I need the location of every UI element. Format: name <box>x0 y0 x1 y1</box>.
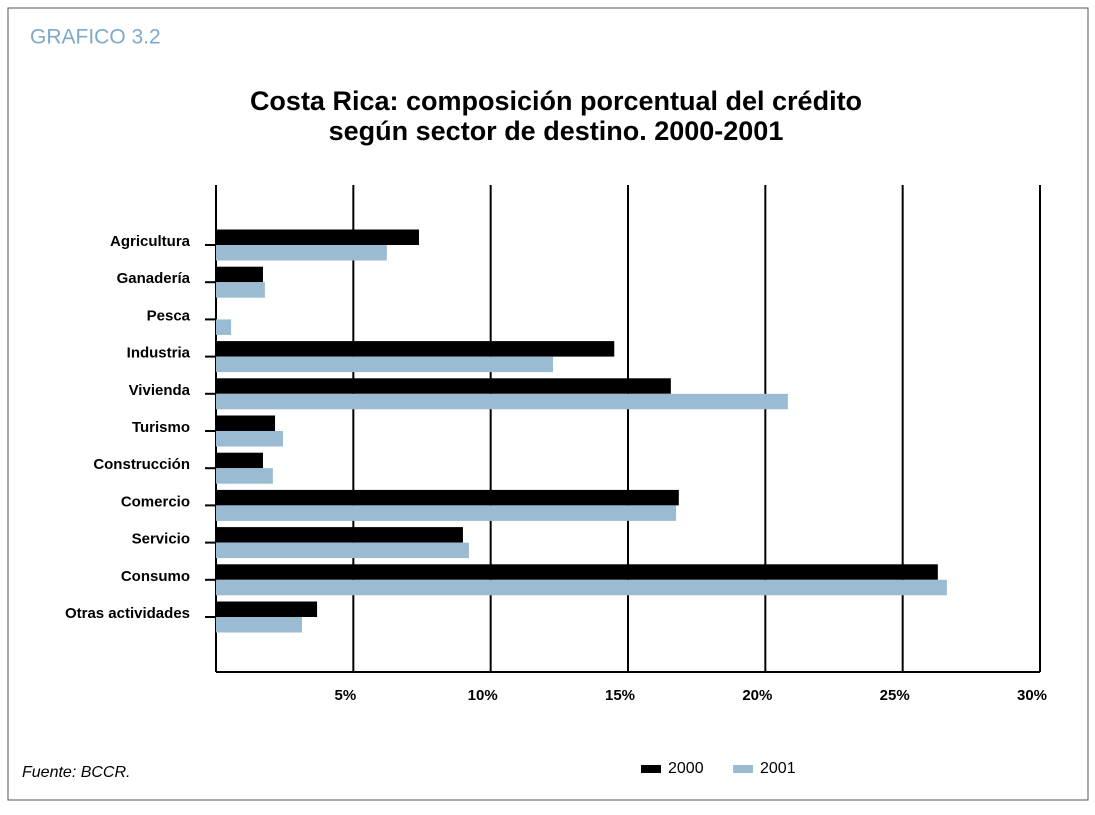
bar <box>216 468 273 484</box>
chart-title: Costa Rica: composición porcentual del c… <box>250 86 862 116</box>
bar <box>216 378 671 394</box>
bar <box>216 282 265 298</box>
bar <box>216 341 615 357</box>
bar <box>216 542 469 559</box>
category-label: Ganadería <box>117 270 191 287</box>
legend-swatch <box>733 765 753 773</box>
bar <box>216 505 677 521</box>
x-tick-label: 30% <box>1017 687 1047 704</box>
bar <box>216 489 679 506</box>
header: GRAFICO 3.2 <box>30 26 161 49</box>
category-label: Construcción <box>93 456 190 473</box>
bar <box>216 319 232 335</box>
source: Fuente: BCCR. <box>22 764 130 781</box>
bar <box>216 266 263 283</box>
x-tick-label: 10% <box>468 687 498 704</box>
category-label: Industria <box>127 345 191 362</box>
category-label: Pesca <box>147 307 191 324</box>
category-label: Consumo <box>121 568 190 585</box>
x-tick-label: 25% <box>880 687 910 704</box>
chart-title: según sector de destino. 2000-2001 <box>329 116 784 146</box>
x-tick-label: 15% <box>605 687 635 704</box>
bar <box>216 356 554 373</box>
frame <box>7 7 1089 801</box>
bar <box>216 452 263 469</box>
x-tick-label: 20% <box>742 687 772 704</box>
bar <box>216 431 284 447</box>
category-label: Servicio <box>132 531 190 548</box>
legend-label: 2001 <box>760 760 796 777</box>
legend-swatch <box>641 765 661 773</box>
bar <box>216 579 947 596</box>
bar <box>216 527 463 543</box>
category-label: Vivienda <box>129 382 191 399</box>
category-label: Agricultura <box>110 233 191 250</box>
bar <box>216 229 419 245</box>
bar <box>216 601 318 617</box>
bar <box>216 564 938 580</box>
legend-label: 2000 <box>668 760 704 777</box>
bar <box>216 415 276 431</box>
category-label: Otras actividades <box>65 605 190 622</box>
category-label: Comercio <box>121 493 190 510</box>
bar <box>216 617 302 633</box>
category-label: Turismo <box>132 419 190 436</box>
bar <box>216 245 387 261</box>
bar <box>216 393 788 410</box>
x-tick-label: 5% <box>334 687 356 704</box>
